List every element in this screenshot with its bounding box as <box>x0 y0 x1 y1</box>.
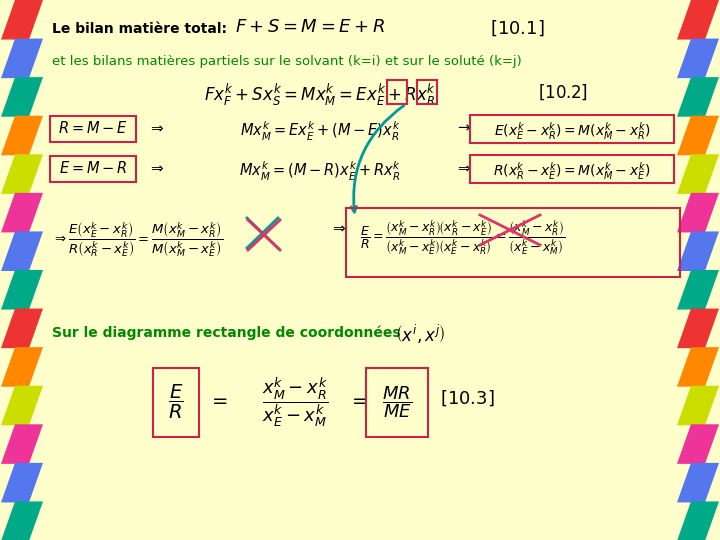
Text: $Fx_F^k + Sx_S^k = Mx_M^k = Ex_E^k + Rx_R^k$: $Fx_F^k + Sx_S^k = Mx_M^k = Ex_E^k + Rx_… <box>204 82 436 108</box>
Polygon shape <box>677 38 719 78</box>
Polygon shape <box>1 463 43 502</box>
Text: et les bilans matières partiels sur le solvant (k=i) et sur le soluté (k=j): et les bilans matières partiels sur le s… <box>52 55 522 68</box>
Polygon shape <box>1 38 43 78</box>
Text: $F+S=M=E+R$: $F+S=M=E+R$ <box>235 18 385 36</box>
Text: $[10.2]$: $[10.2]$ <box>538 82 588 102</box>
Text: Le bilan matière total:: Le bilan matière total: <box>52 22 227 36</box>
Polygon shape <box>677 308 719 348</box>
Text: $Mx_M^k = Ex_E^k+(M-E)x_R^k$: $Mx_M^k = Ex_E^k+(M-E)x_R^k$ <box>240 120 400 143</box>
Text: $E = M - R$: $E = M - R$ <box>59 160 127 176</box>
Polygon shape <box>677 77 719 117</box>
Polygon shape <box>677 386 719 426</box>
Text: $=$: $=$ <box>208 391 228 409</box>
Text: $\Rightarrow$: $\Rightarrow$ <box>148 120 165 134</box>
Text: $\dfrac{x_M^k-x_R^k}{x_E^k-x_M^k}$: $\dfrac{x_M^k-x_R^k}{x_E^k-x_M^k}$ <box>262 375 328 429</box>
Polygon shape <box>677 347 719 387</box>
Text: $\to$: $\to$ <box>455 120 472 134</box>
Polygon shape <box>1 0 43 39</box>
Polygon shape <box>1 424 43 464</box>
Polygon shape <box>1 232 43 271</box>
Text: $\dfrac{E}{R}=\dfrac{\left(x_M^k-x_R^k\right)\!\left(x_R^k-x_E^k\right)}{\left(x: $\dfrac{E}{R}=\dfrac{\left(x_M^k-x_R^k\r… <box>360 218 565 256</box>
Polygon shape <box>1 193 43 232</box>
Text: $\Rightarrow$: $\Rightarrow$ <box>148 160 165 174</box>
Polygon shape <box>1 386 43 426</box>
Polygon shape <box>677 154 719 194</box>
Text: $[10.1]$: $[10.1]$ <box>490 18 544 38</box>
Polygon shape <box>677 463 719 502</box>
Polygon shape <box>677 0 719 39</box>
Polygon shape <box>677 232 719 271</box>
Polygon shape <box>1 308 43 348</box>
Polygon shape <box>677 193 719 232</box>
Polygon shape <box>1 154 43 194</box>
Polygon shape <box>1 347 43 387</box>
Text: Sur le diagramme rectangle de coordonnées: Sur le diagramme rectangle de coordonnée… <box>52 325 400 340</box>
Text: $=$: $=$ <box>348 391 368 409</box>
Polygon shape <box>1 116 43 156</box>
Text: $\Rightarrow\dfrac{E\left(x_E^k-x_R^k\right)}{R\left(x_R^k-x_E^k\right)}=\dfrac{: $\Rightarrow\dfrac{E\left(x_E^k-x_R^k\ri… <box>52 220 223 259</box>
Polygon shape <box>677 270 719 309</box>
Polygon shape <box>1 502 43 540</box>
Text: $E(x_E^k-x_R^k)=M(x_M^k-x_R^k)$: $E(x_E^k-x_R^k)=M(x_M^k-x_R^k)$ <box>494 120 650 142</box>
Text: $Mx_M^k=(M-R)x_E^k+Rx_R^k$: $Mx_M^k=(M-R)x_E^k+Rx_R^k$ <box>239 160 401 183</box>
Text: $\Rightarrow$: $\Rightarrow$ <box>330 220 347 234</box>
Text: $\dfrac{MR}{ME}$: $\dfrac{MR}{ME}$ <box>382 384 412 420</box>
Polygon shape <box>677 116 719 156</box>
Text: $\Rightarrow$: $\Rightarrow$ <box>455 160 472 174</box>
Text: $[10.3]$: $[10.3]$ <box>440 388 495 408</box>
Text: $R(x_R^k-x_E^k)=M(x_M^k-x_E^k)$: $R(x_R^k-x_E^k)=M(x_M^k-x_E^k)$ <box>493 160 651 182</box>
Text: $\left(x^i,x^j\right)$: $\left(x^i,x^j\right)$ <box>395 323 446 346</box>
Polygon shape <box>677 502 719 540</box>
Polygon shape <box>677 424 719 464</box>
Polygon shape <box>1 270 43 309</box>
Polygon shape <box>1 77 43 117</box>
Text: $\dfrac{E}{R}$: $\dfrac{E}{R}$ <box>168 383 184 421</box>
Text: $R = M - E$: $R = M - E$ <box>58 120 128 136</box>
